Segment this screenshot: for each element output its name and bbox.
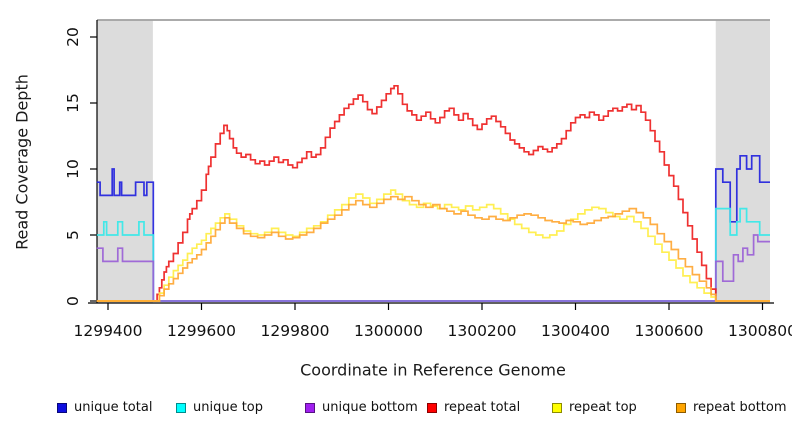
legend-swatch-repeat-bottom — [676, 403, 686, 413]
legend-item-unique-bottom: unique bottom — [305, 401, 418, 415]
legend-label: repeat bottom — [693, 400, 787, 415]
x-axis-title: Coordinate in Reference Genome — [300, 360, 566, 380]
x-tick-label: 1300600 — [634, 322, 703, 340]
y-tick-label: 10 — [64, 159, 82, 179]
x-tick-label: 1299600 — [167, 322, 236, 340]
x-tick-label: 1299800 — [260, 322, 329, 340]
y-axis-title: Read Coverage Depth — [12, 74, 32, 250]
masked-region-left — [97, 20, 153, 304]
legend-swatch-unique-bottom — [305, 403, 315, 413]
legend-label: repeat top — [569, 400, 637, 415]
series-line-unique-bottom — [96, 234, 770, 302]
legend-swatch-repeat-top — [552, 403, 562, 413]
legend-label: unique bottom — [322, 400, 418, 415]
legend-swatch-unique-total — [57, 403, 67, 413]
legend-item-repeat-bottom: repeat bottom — [676, 401, 787, 415]
y-tick-label: 15 — [64, 93, 82, 113]
y-tick-label: 5 — [64, 230, 82, 240]
legend-label: unique total — [74, 400, 153, 415]
legend-item-repeat-total: repeat total — [427, 401, 520, 415]
x-tick-label: 1299400 — [73, 322, 142, 340]
y-tick-label: 20 — [64, 27, 82, 47]
legend: unique total unique top unique bottom repea… — [0, 401, 792, 417]
legend-item-repeat-top: repeat top — [552, 401, 637, 415]
series-line-repeat-bottom — [96, 195, 770, 302]
series-line-repeat-top — [96, 189, 770, 302]
legend-swatch-repeat-total — [427, 403, 437, 413]
legend-label: repeat total — [444, 400, 521, 415]
legend-item-unique-top: unique top — [176, 401, 263, 415]
legend-item-unique-total: unique total — [57, 401, 152, 415]
legend-swatch-unique-top — [176, 403, 186, 413]
x-tick-label: 1300400 — [541, 322, 610, 340]
series-line-unique-total — [96, 154, 770, 302]
x-tick-label: 1300800 — [728, 322, 792, 340]
x-tick-label: 1300000 — [354, 322, 423, 340]
y-tick-label: 0 — [64, 296, 82, 306]
series-line-repeat-total — [96, 84, 770, 302]
x-tick-label: 1300200 — [447, 322, 516, 340]
legend-label: unique top — [193, 400, 264, 415]
